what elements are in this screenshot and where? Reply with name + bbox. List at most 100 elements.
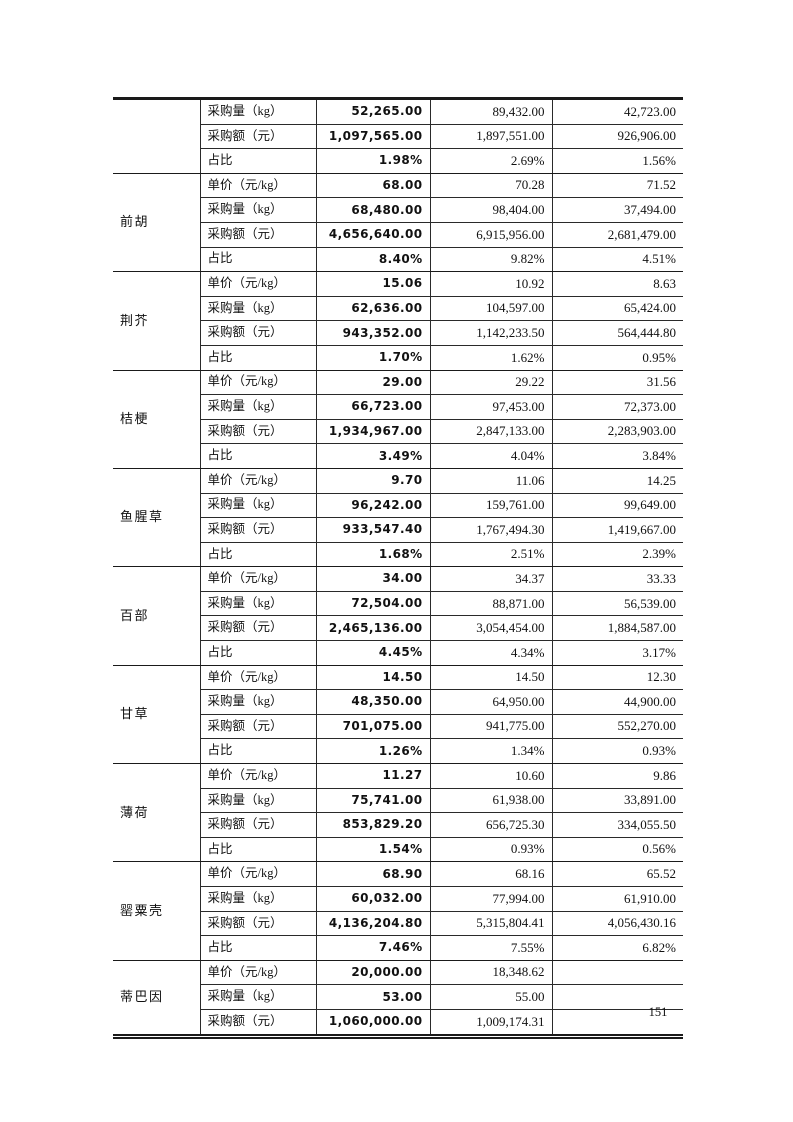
value-cell: 66,723.00 [316, 394, 431, 420]
value-cell: 3,054,454.00 [430, 615, 553, 642]
metric-label-cell: 单价（元/kg） [200, 960, 317, 986]
metric-label-cell: 采购量（kg） [200, 98, 317, 125]
metric-label-cell: 占比 [200, 148, 317, 174]
value-cell: 4.34% [430, 640, 553, 666]
value-cell: 2,681,479.00 [552, 222, 683, 248]
value-cell: 61,910.00 [552, 886, 683, 912]
metric-label-cell: 单价（元/kg） [200, 861, 317, 887]
table-row: 采购量（kg） 62,636.00 104,597.00 65,424.00 [113, 296, 683, 322]
value-cell: 97,453.00 [430, 394, 553, 420]
metric-label-cell: 占比 [200, 935, 317, 961]
value-cell [552, 984, 683, 1010]
group-label-cell: 荆芥 [113, 271, 201, 371]
value-cell: 72,373.00 [552, 394, 683, 420]
value-cell: 12.30 [552, 665, 683, 691]
metric-label-cell: 采购额（元） [200, 222, 317, 248]
value-cell: 853,829.20 [316, 812, 431, 838]
value-cell: 6.82% [552, 935, 683, 961]
value-cell: 941,775.00 [430, 714, 553, 740]
table-row: 采购额（元） 853,829.20 656,725.30 334,055.50 [113, 812, 683, 838]
metric-label-cell: 采购额（元） [200, 517, 317, 543]
metric-label-cell: 采购额（元） [200, 320, 317, 346]
table-row: 甘草 单价（元/kg） 14.50 14.50 12.30 [113, 665, 683, 765]
value-cell: 1,934,967.00 [316, 419, 431, 445]
table-row: 采购量（kg） 96,242.00 159,761.00 99,649.00 [113, 493, 683, 519]
value-cell: 1,419,667.00 [552, 517, 683, 543]
value-cell: 65.52 [552, 861, 683, 887]
value-cell: 2,847,133.00 [430, 419, 553, 445]
value-cell: 334,055.50 [552, 812, 683, 838]
value-cell: 75,741.00 [316, 788, 431, 814]
value-cell: 1,767,494.30 [430, 517, 553, 543]
value-cell: 29.22 [430, 370, 553, 396]
table-row: 占比 1.54% 0.93% 0.56% [113, 837, 683, 863]
table-row: 占比 1.98% 2.69% 1.56% [113, 148, 683, 174]
value-cell: 56,539.00 [552, 591, 683, 617]
value-cell: 10.60 [430, 763, 553, 789]
table-row: 荆芥 单价（元/kg） 15.06 10.92 8.63 [113, 271, 683, 371]
value-cell: 6,915,956.00 [430, 222, 553, 248]
metric-label-cell: 采购量（kg） [200, 591, 317, 617]
metric-label-cell: 单价（元/kg） [200, 370, 317, 396]
value-cell: 15.06 [316, 271, 431, 297]
value-cell: 4.51% [552, 247, 683, 273]
value-cell: 701,075.00 [316, 714, 431, 740]
table-row: 蒂巴因 单价（元/kg） 20,000.00 18,348.62 [113, 960, 683, 1037]
value-cell: 1,060,000.00 [316, 1009, 431, 1037]
value-cell: 1.68% [316, 542, 431, 568]
value-cell: 29.00 [316, 370, 431, 396]
value-cell: 1.34% [430, 738, 553, 765]
table-row: 鱼腥草 单价（元/kg） 9.70 11.06 14.25 [113, 468, 683, 568]
metric-label-cell: 采购额（元） [200, 615, 317, 642]
group-label-cell: 百部 [113, 566, 201, 666]
value-cell: 68.00 [316, 173, 431, 199]
value-cell: 9.70 [316, 468, 431, 494]
value-cell: 1.70% [316, 345, 431, 371]
metric-label-cell: 采购额（元） [200, 124, 317, 150]
metric-label-cell: 采购量（kg） [200, 886, 317, 912]
group-label-cell: 罂粟壳 [113, 861, 201, 961]
value-cell: 71.52 [552, 173, 683, 199]
value-cell: 1.62% [430, 345, 553, 371]
value-cell: 3.17% [552, 640, 683, 666]
value-cell: 11.06 [430, 468, 553, 494]
metric-label-cell: 单价（元/kg） [200, 173, 317, 199]
value-cell: 61,938.00 [430, 788, 553, 814]
value-cell: 18,348.62 [430, 960, 553, 986]
metric-label-cell: 采购量（kg） [200, 984, 317, 1010]
value-cell [552, 960, 683, 986]
metric-label-cell: 占比 [200, 738, 317, 765]
metric-label-cell: 占比 [200, 345, 317, 371]
value-cell: 7.55% [430, 935, 553, 961]
value-cell: 0.95% [552, 345, 683, 371]
value-cell: 1.54% [316, 837, 431, 863]
value-cell: 37,494.00 [552, 197, 683, 223]
value-cell: 1,897,551.00 [430, 124, 553, 150]
value-cell: 2.69% [430, 148, 553, 174]
table-row: 采购量（kg） 66,723.00 97,453.00 72,373.00 [113, 394, 683, 420]
value-cell: 1,097,565.00 [316, 124, 431, 150]
table-row: 采购额（元） 701,075.00 941,775.00 552,270.00 [113, 714, 683, 740]
value-cell: 14.50 [430, 665, 553, 691]
table-row: 桔梗 单价（元/kg） 29.00 29.22 31.56 [113, 370, 683, 469]
value-cell: 72,504.00 [316, 591, 431, 617]
table-row: 采购额（元） 1,934,967.00 2,847,133.00 2,283,903.… [113, 419, 683, 445]
value-cell: 14.25 [552, 468, 683, 494]
value-cell: 4,136,204.80 [316, 911, 431, 937]
metric-label-cell: 占比 [200, 542, 317, 568]
metric-label-cell: 占比 [200, 443, 317, 469]
table-row: 采购额（元） 943,352.00 1,142,233.50 564,444.80 [113, 320, 683, 346]
value-cell: 0.93% [430, 837, 553, 863]
value-cell: 96,242.00 [316, 493, 431, 519]
table-row: 占比 1.68% 2.51% 2.39% [113, 542, 683, 568]
metric-label-cell: 单价（元/kg） [200, 763, 317, 789]
table-row: 采购额（元） 2,465,136.00 3,054,454.00 1,884,587.… [113, 615, 683, 642]
value-cell: 9.86 [552, 763, 683, 789]
value-cell: 1.98% [316, 148, 431, 174]
value-cell: 99,649.00 [552, 493, 683, 519]
value-cell: 159,761.00 [430, 493, 553, 519]
table-row: 占比 1.70% 1.62% 0.95% [113, 345, 683, 371]
value-cell: 89,432.00 [430, 98, 553, 125]
value-cell: 62,636.00 [316, 296, 431, 322]
value-cell: 7.46% [316, 935, 431, 961]
